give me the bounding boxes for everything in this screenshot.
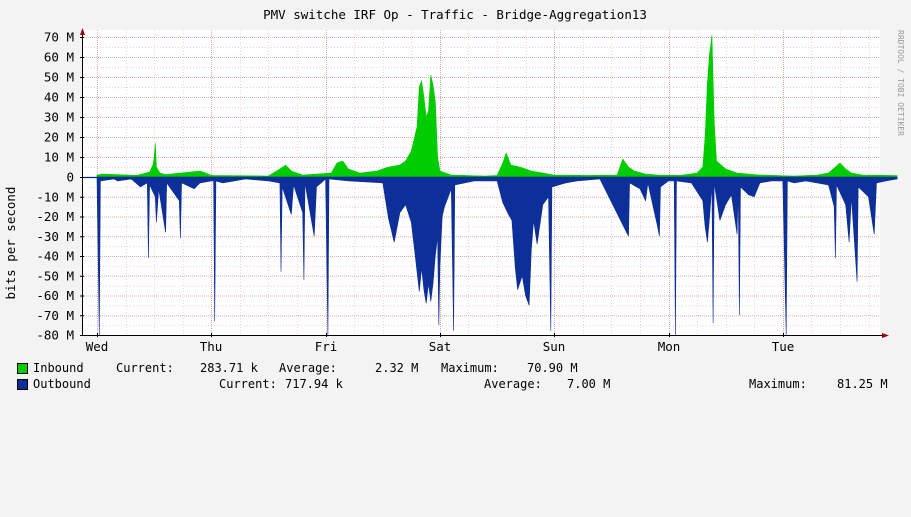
outbound-swatch: [17, 379, 28, 390]
y-tick-label: 10 M: [44, 150, 74, 165]
outbound-current-label: Current:: [219, 377, 277, 391]
y-axis-label: bits per second: [3, 187, 18, 300]
y-tick-label: 0: [66, 170, 74, 185]
outbound-average-value: 7.00 M: [567, 377, 611, 391]
axes: [80, 28, 889, 338]
outbound-current-value: 717.94 k: [285, 377, 343, 391]
x-tick-label: Mon: [658, 339, 681, 354]
y-tick-label: 40 M: [44, 90, 74, 105]
series-inbound: [96, 34, 898, 178]
y-tick-label: -30 M: [36, 229, 74, 244]
legend-outbound: Outbound Current: 717.94 k Average: 7.00…: [17, 377, 888, 517]
x-tick-label: Tue: [772, 339, 795, 354]
y-tick-labels: 70 M 60 M 50 M 40 M 30 M 20 M 10 M 0 -10 M -20 M -…: [36, 30, 84, 343]
y-tick-label: 70 M: [44, 30, 74, 45]
y-tick-label: 20 M: [44, 130, 74, 145]
y-tick-label: 60 M: [44, 50, 74, 65]
graph-frame: PMV switche IRF Op - Traffic - Bridge-Ag…: [3, 7, 905, 391]
x-tick-label: Sat: [429, 339, 452, 354]
inbound-maximum-label: Maximum:: [441, 361, 499, 375]
outbound-maximum-value: 81.25 M: [837, 377, 888, 391]
y-tick-label: 30 M: [44, 110, 74, 125]
x-tick-label: Sun: [543, 339, 566, 354]
y-axis-arrow: [80, 28, 85, 35]
inbound-name: Inbound: [33, 361, 84, 375]
watermark: RRDTOOL / TOBI OETIKER: [896, 30, 905, 136]
inbound-average-label: Average:: [279, 361, 337, 375]
outbound-maximum-label: Maximum:: [749, 377, 807, 391]
y-tick-label: 50 M: [44, 70, 74, 85]
outbound-average-label: Average:: [484, 377, 542, 391]
y-tick-label: -70 M: [36, 308, 74, 323]
series-layer: [82, 34, 898, 336]
chart-title: PMV switche IRF Op - Traffic - Bridge-Ag…: [263, 7, 647, 22]
inbound-average-value: 2.32 M: [375, 361, 419, 375]
inbound-swatch: [17, 363, 28, 374]
y-tick-label: -80 M: [36, 328, 74, 343]
traffic-chart: PMV switche IRF Op - Traffic - Bridge-Ag…: [3, 7, 905, 354]
series-outbound: [96, 176, 898, 336]
inbound-current-value: 283.71 k: [200, 361, 258, 375]
x-tick-labels: Wed Thu Fri Sat Sun Mon Tue: [86, 333, 795, 354]
y-tick-label: -50 M: [36, 268, 74, 283]
outbound-name: Outbound: [33, 377, 91, 391]
inbound-maximum-value: 70.90 M: [527, 361, 578, 375]
x-axis-arrow: [882, 333, 889, 338]
x-tick-label: Thu: [200, 339, 223, 354]
x-tick-label: Fri: [315, 339, 338, 354]
y-tick-label: -20 M: [36, 209, 74, 224]
legend-inbound: Inbound Current: 283.71 k Average: 2.32 …: [17, 361, 578, 501]
x-tick-label: Wed: [86, 339, 109, 354]
y-tick-label: -10 M: [36, 189, 74, 204]
inbound-current-label: Current:: [116, 361, 174, 375]
y-tick-label: -60 M: [36, 288, 74, 303]
y-tick-label: -40 M: [36, 249, 74, 264]
